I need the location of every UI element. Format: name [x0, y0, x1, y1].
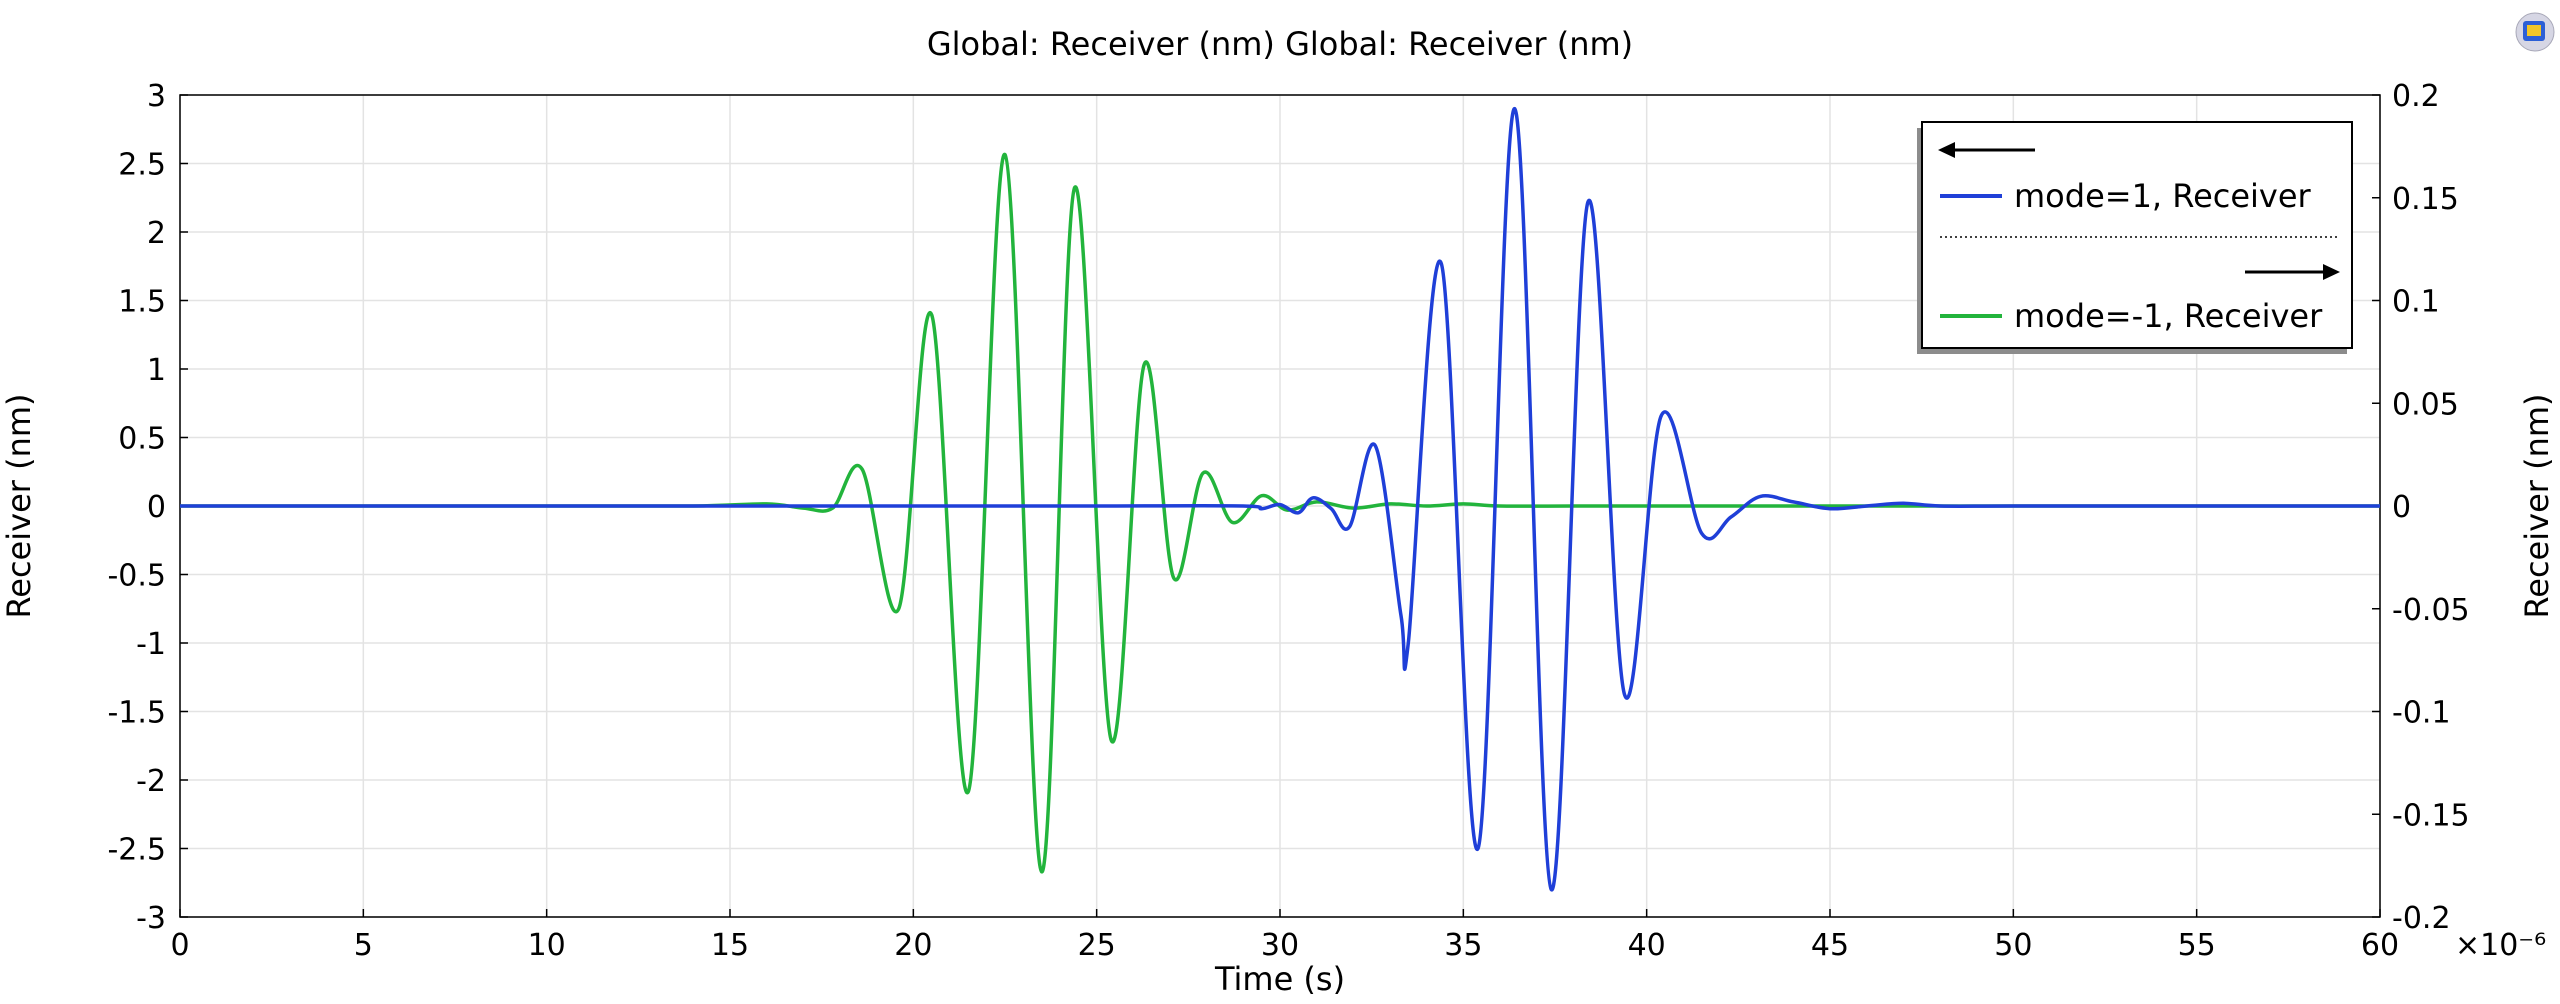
y-tick-label-left: -2.5 [107, 833, 166, 868]
y-tick-label-right: -0.1 [2392, 696, 2451, 731]
y-tick-label-right: -0.15 [2392, 798, 2470, 833]
x-tick-label: 60 [2361, 928, 2399, 963]
x-tick-label: 0 [170, 928, 189, 963]
x-tick-label: 20 [894, 928, 932, 963]
x-tick-label: 50 [1994, 928, 2032, 963]
x-tick-label: 45 [1811, 928, 1849, 963]
y-tick-label-right: 0.2 [2392, 79, 2440, 114]
y-tick-label-left: 0.5 [118, 422, 166, 457]
y-tick-label-right: 0.1 [2392, 285, 2440, 320]
y-tick-label-right: 0.15 [2392, 182, 2459, 217]
x-tick-label: 55 [2178, 928, 2216, 963]
right-axis-arrow-icon [2245, 264, 2340, 280]
legend: mode=1, Receiver mode=-1, Receiver [1917, 121, 2353, 354]
legend-label-mode-1: mode=1, Receiver [2014, 177, 2312, 215]
y-tick-label-right: -0.05 [2392, 593, 2470, 628]
y-tick-label-left: -2 [136, 764, 166, 799]
series-line-mode-1 [180, 106, 2380, 892]
x-exponent-label: ×10⁻⁶ [2455, 928, 2546, 963]
y-tick-label-right: 0.05 [2392, 387, 2459, 422]
series-line-mode-minus-1 [180, 152, 2380, 874]
y-axis-label-right: Receiver (nm) [2518, 393, 2556, 618]
x-axis-label: Time (s) [1214, 960, 1345, 998]
y-tick-label-left: 2 [147, 216, 166, 251]
y-tick-label-left: -1.5 [107, 696, 166, 731]
y-tick-label-left: -1 [136, 627, 166, 662]
y-tick-label-left: 3 [147, 79, 166, 114]
legend-box [1921, 121, 2353, 349]
y-tick-label-left: -0.5 [107, 559, 166, 594]
ticks-layer: 0 5 10 15 20 25 30 35 40 45 50 55 60 3 2.5 2 1.5 1 0.5 0 -0.… [107, 79, 2469, 963]
y-tick-label-left: -3 [136, 901, 166, 936]
x-tick-label: 35 [1444, 928, 1482, 963]
x-tick-label: 10 [528, 928, 566, 963]
graphics-window-icon[interactable] [2515, 12, 2555, 52]
y-tick-label-left: 0 [147, 490, 166, 525]
y-axis-label-left: Receiver (nm) [0, 393, 38, 618]
chart-title: Global: Receiver (nm) Global: Receiver (… [927, 25, 1633, 63]
y-tick-label-right: 0 [2392, 490, 2411, 525]
y-tick-label-right: -0.2 [2392, 901, 2451, 936]
y-tick-label-left: 1.5 [118, 285, 166, 320]
left-axis-arrow-icon [1938, 142, 2035, 158]
series-layer [180, 106, 2380, 892]
x-tick-label: 40 [1628, 928, 1666, 963]
x-tick-label: 5 [354, 928, 373, 963]
x-tick-label: 25 [1078, 928, 1116, 963]
legend-label-mode-minus-1: mode=-1, Receiver [2014, 297, 2323, 335]
x-tick-label: 15 [711, 928, 749, 963]
y-tick-label-left: 1 [147, 353, 166, 388]
x-tick-label: 30 [1261, 928, 1299, 963]
y-tick-label-left: 2.5 [118, 148, 166, 183]
